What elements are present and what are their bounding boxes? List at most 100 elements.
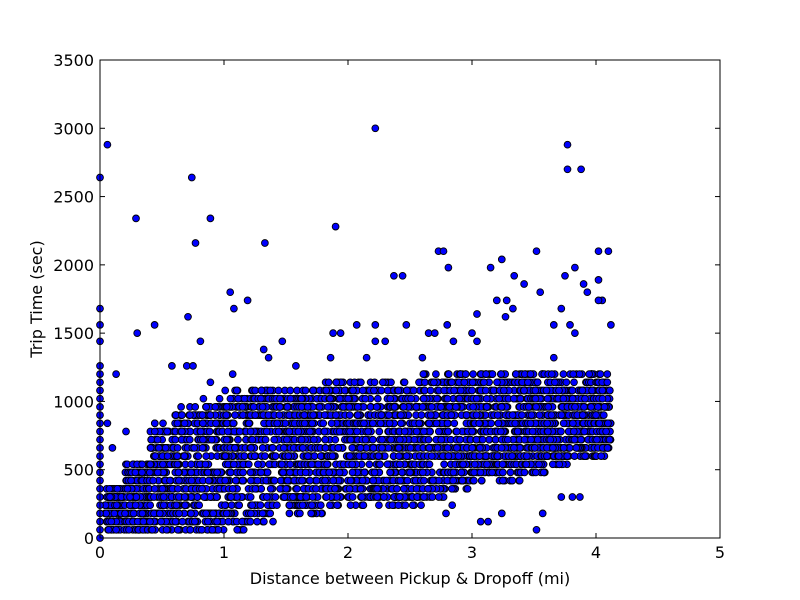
data-point (358, 493, 366, 501)
data-point (536, 288, 545, 297)
data-point (470, 468, 479, 477)
data-point (180, 452, 189, 460)
data-point (283, 476, 292, 485)
data-point (155, 444, 163, 452)
data-point (415, 419, 424, 428)
data-point (544, 403, 553, 411)
data-point (472, 394, 481, 403)
data-point (325, 468, 334, 477)
data-point (344, 394, 353, 403)
data-point (373, 394, 382, 403)
data-point (350, 378, 359, 387)
data-point (470, 460, 479, 469)
data-point (352, 321, 361, 329)
data-point (204, 517, 212, 526)
data-point (300, 419, 309, 428)
data-point (468, 386, 476, 395)
data-point (324, 403, 332, 411)
data-point (419, 394, 428, 403)
data-point (397, 411, 405, 419)
data-point (159, 493, 168, 501)
data-point (390, 271, 398, 280)
data-point (527, 435, 535, 444)
data-point (198, 484, 206, 493)
data-point (463, 484, 472, 493)
data-point (174, 484, 182, 493)
data-point (275, 411, 284, 419)
data-point (261, 239, 269, 247)
data-point (286, 386, 295, 395)
data-point (239, 468, 247, 477)
data-point (139, 517, 148, 526)
data-point (501, 312, 510, 321)
data-point (492, 296, 501, 305)
data-point (148, 525, 157, 534)
data-point (195, 501, 204, 510)
data-point (386, 468, 394, 477)
data-point (173, 452, 182, 460)
data-point (503, 435, 512, 444)
data-point (494, 419, 503, 428)
data-point (248, 501, 257, 510)
data-point (356, 444, 365, 452)
data-point (403, 386, 411, 395)
data-point (593, 435, 601, 444)
data-point (452, 403, 460, 411)
data-point (412, 403, 421, 411)
data-point (321, 476, 329, 485)
data-point (563, 452, 572, 460)
data-point (178, 411, 186, 419)
data-point (279, 468, 287, 477)
data-point (524, 378, 532, 387)
data-point (406, 468, 414, 477)
data-point (329, 329, 337, 337)
data-point (440, 460, 448, 469)
data-point (334, 444, 343, 452)
data-point (198, 444, 207, 452)
data-point (476, 517, 485, 526)
data-point (468, 427, 476, 436)
data-point (246, 476, 255, 485)
data-point (309, 411, 318, 419)
data-point (417, 411, 426, 419)
data-point (395, 452, 403, 460)
data-point (360, 419, 368, 428)
data-point (256, 501, 265, 510)
data-point (604, 419, 612, 428)
data-point (360, 468, 369, 477)
data-point (497, 255, 506, 264)
data-point (158, 484, 167, 493)
data-point (427, 452, 436, 460)
data-point (522, 460, 531, 469)
data-point (457, 468, 466, 477)
data-point (535, 411, 544, 419)
data-point (382, 476, 391, 485)
data-point (312, 484, 320, 493)
data-point (175, 509, 183, 518)
data-point (497, 444, 506, 452)
data-point (246, 493, 255, 501)
data-point (569, 370, 578, 378)
data-point (257, 386, 266, 395)
data-point (348, 468, 357, 477)
data-point (561, 271, 569, 280)
data-point (419, 370, 428, 378)
data-point (476, 468, 485, 477)
data-point (233, 525, 242, 534)
data-point (246, 468, 255, 477)
data-point (199, 435, 207, 444)
x-tick-label: 5 (715, 543, 725, 562)
data-point (286, 460, 295, 469)
data-point (346, 476, 355, 485)
data-point (163, 427, 172, 436)
data-point (372, 403, 381, 411)
data-point (280, 493, 289, 501)
data-point (571, 263, 579, 272)
data-point (568, 386, 577, 395)
data-point (439, 247, 448, 256)
data-point (530, 444, 539, 452)
data-point (444, 263, 453, 272)
data-point (187, 460, 196, 469)
data-point (103, 419, 112, 428)
data-point (390, 403, 399, 411)
